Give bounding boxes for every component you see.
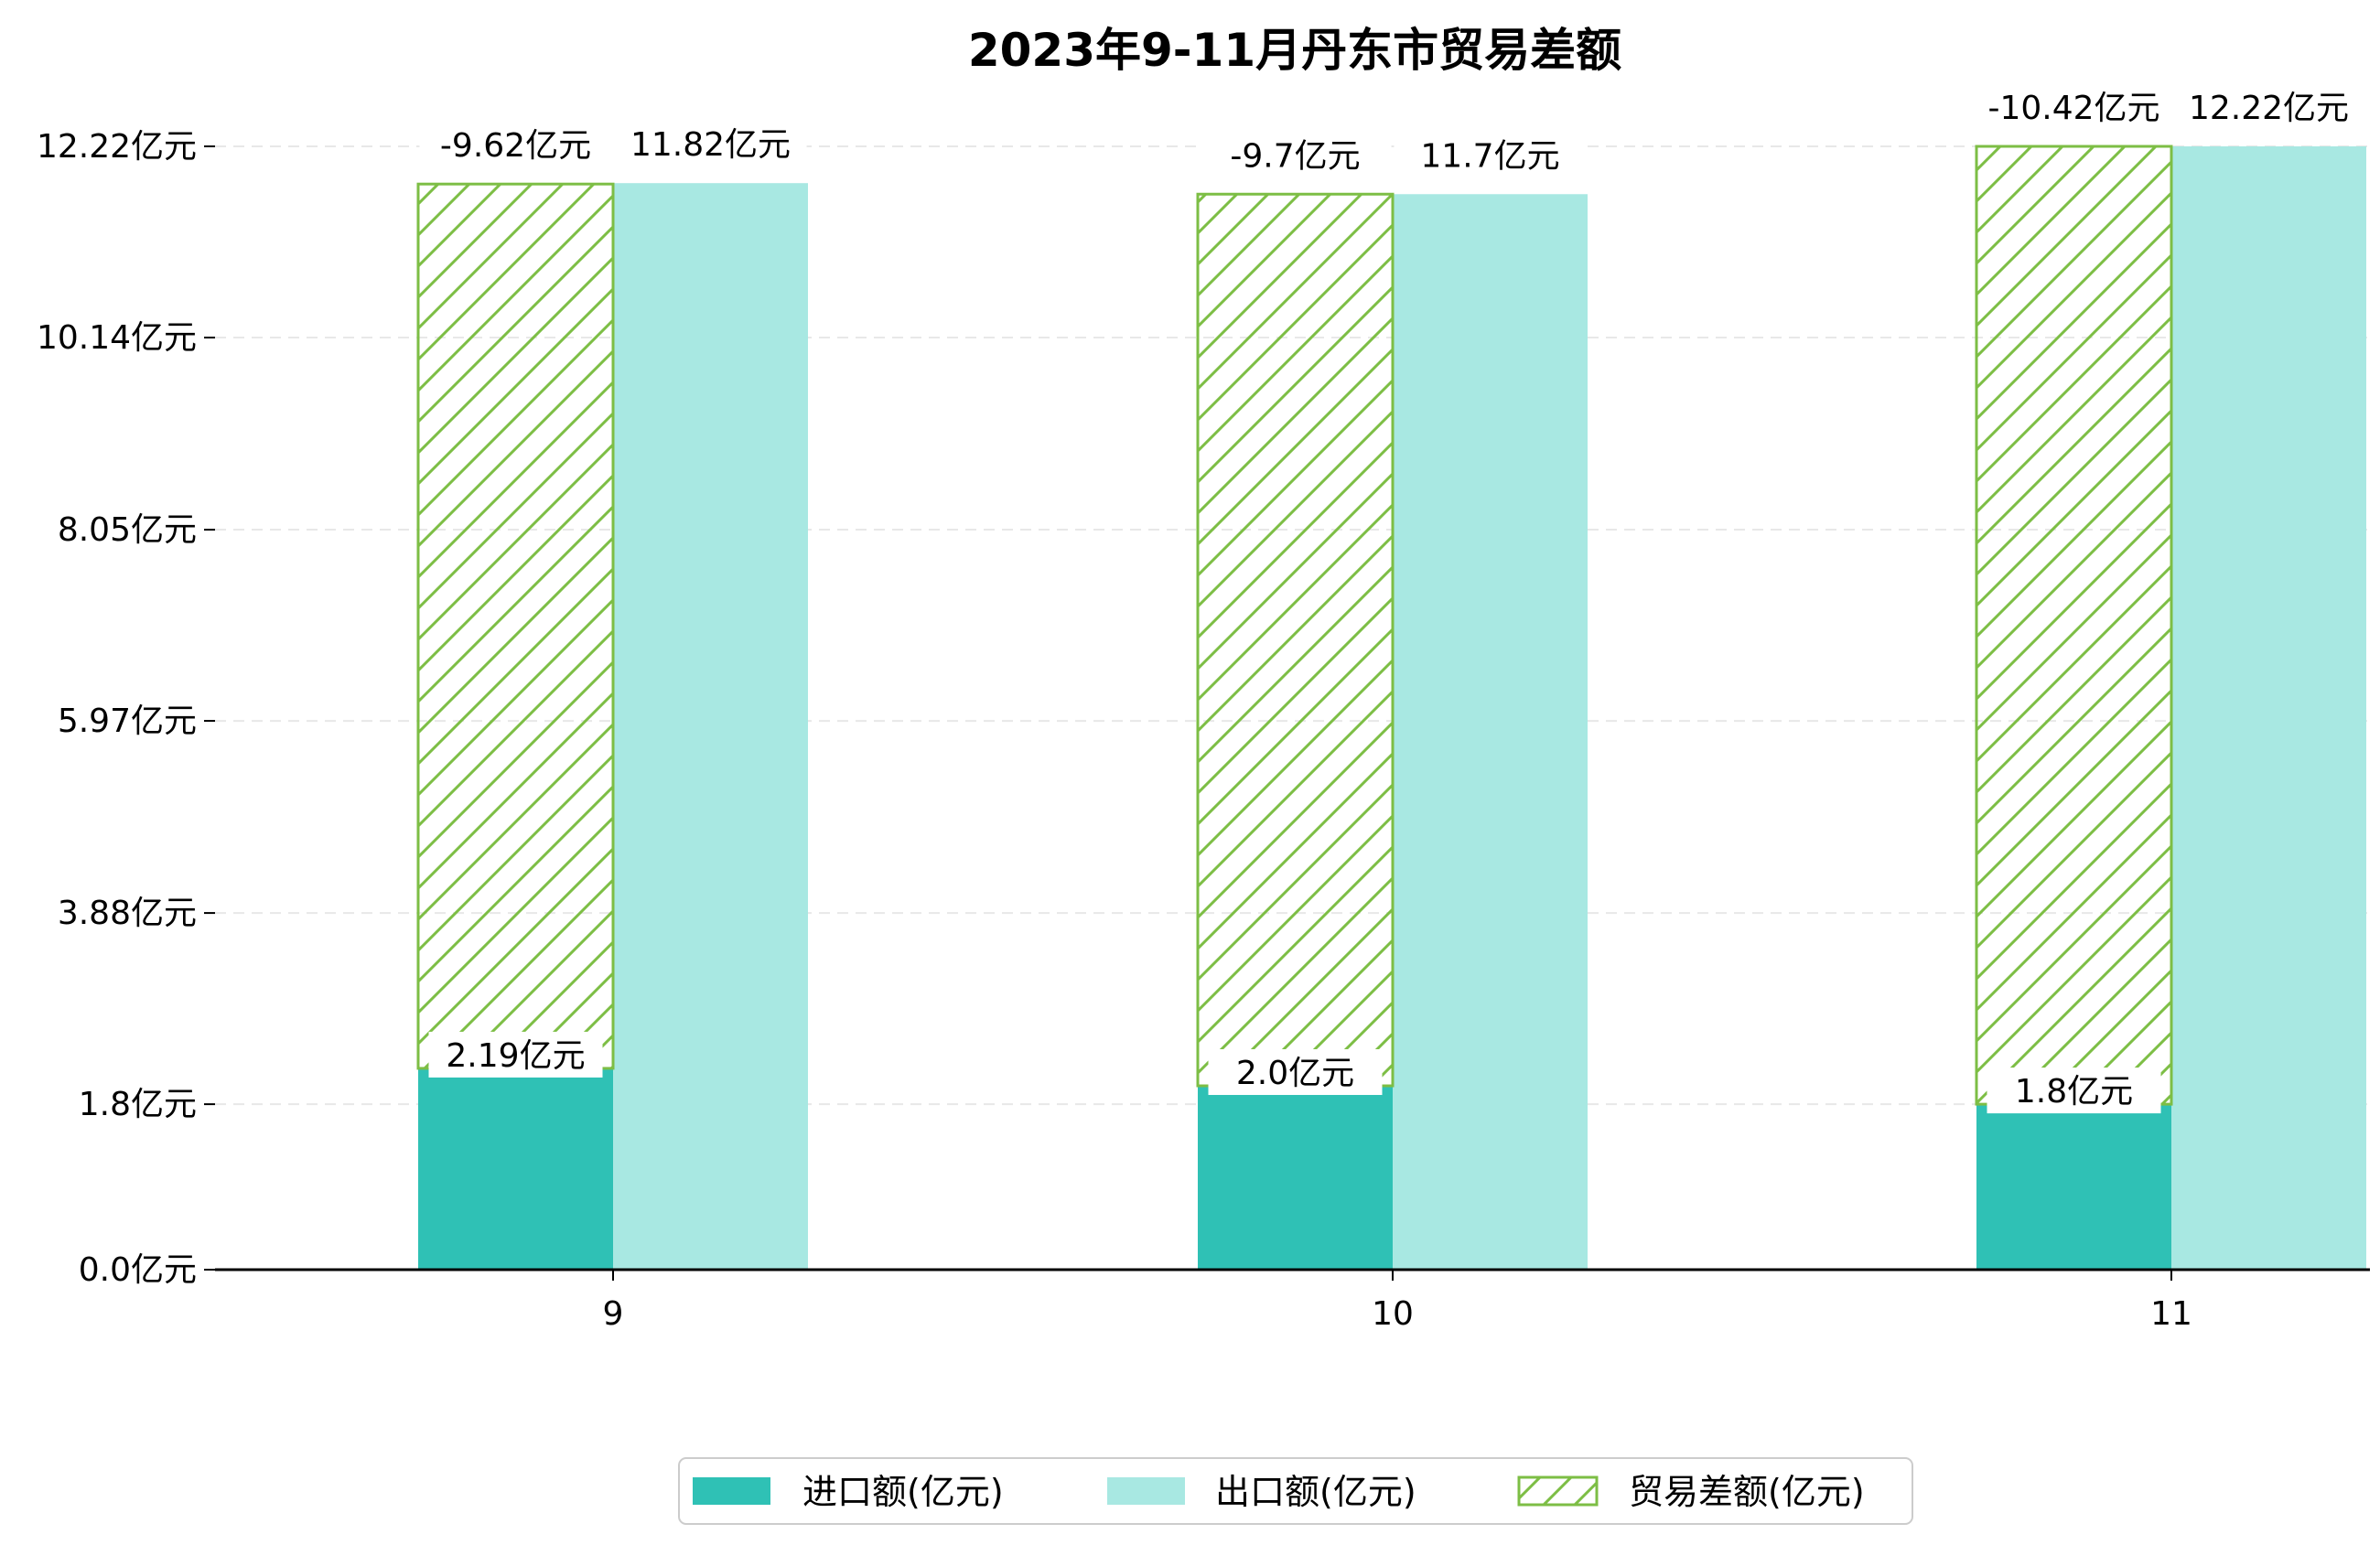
- label-export-11-bg: [2172, 84, 2365, 130]
- label-balance-10: -9.7亿元: [1230, 137, 1360, 175]
- legend-label-2: 贸易差额(亿元): [1629, 1472, 1865, 1512]
- y-tick-label: 12.22亿元: [37, 128, 197, 166]
- label-export-10: 11.7亿元: [1420, 137, 1559, 175]
- x-tick-label: 11: [2150, 1295, 2192, 1333]
- bar-balance-11: [1975, 145, 2173, 1106]
- legend-label-0: 进口额(亿元): [802, 1472, 1004, 1512]
- value-labels: 2.19亿元 11.82亿元 -9.62亿元 2.0亿元 11.7亿元 -9.7亿元 1.8…: [419, 84, 2365, 1114]
- label-balance-10-bg: [1199, 132, 1392, 178]
- label-balance-11: -10.42亿元: [1987, 90, 2159, 127]
- legend-box: [678, 1457, 1913, 1525]
- x-axis: 9 10 11: [215, 1268, 2370, 1333]
- y-tick-label: 5.97亿元: [58, 703, 197, 740]
- label-import-9: 2.19亿元: [446, 1037, 585, 1075]
- label-import-10-bg: [1208, 1049, 1383, 1096]
- x-tick-label: 10: [1372, 1295, 1414, 1333]
- label-balance-9-bg: [419, 122, 612, 168]
- label-import-10: 2.0亿元: [1236, 1055, 1354, 1092]
- y-tick-label: 1.8亿元: [79, 1086, 197, 1123]
- label-import-9-bg: [428, 1031, 603, 1078]
- label-import-11-bg: [1987, 1068, 2161, 1114]
- label-balance-11-bg: [1977, 84, 2170, 130]
- bar-balance-10: [1196, 192, 1395, 1088]
- y-tick-label: 10.14亿元: [37, 319, 197, 357]
- y-axis: 0.0亿元 1.8亿元 3.88亿元 5.97亿元 8.05亿元 10.14亿元 12.22…: [37, 128, 215, 1289]
- bar-export-10: [1393, 194, 1588, 1270]
- bar-export-9: [613, 183, 808, 1270]
- legend: 进口额(亿元) 出口额(亿元) 贸易差额(亿元): [678, 1457, 1913, 1525]
- bar-import-11: [1976, 1104, 2171, 1270]
- chart-title: 2023年9-11月丹东市贸易差额: [968, 24, 1621, 77]
- bar-import-9: [418, 1068, 613, 1270]
- x-tick-label: 9: [603, 1295, 624, 1333]
- y-tick-label: 0.0亿元: [79, 1251, 197, 1289]
- y-tick-label: 3.88亿元: [58, 895, 197, 932]
- label-import-11: 1.8亿元: [2015, 1073, 2133, 1110]
- bar-balance-9: [416, 182, 615, 1070]
- legend-swatch-2: [1517, 1475, 1599, 1507]
- label-balance-9: -9.62亿元: [440, 127, 591, 165]
- bars: [416, 145, 2366, 1270]
- legend-swatch-0: [693, 1477, 770, 1505]
- label-export-9-bg: [614, 121, 807, 167]
- bar-import-10: [1198, 1086, 1393, 1270]
- bar-export-11: [2171, 146, 2366, 1270]
- legend-label-1: 出口额(亿元): [1215, 1472, 1416, 1512]
- label-export-10-bg: [1394, 132, 1587, 178]
- label-export-11: 12.22亿元: [2189, 90, 2349, 127]
- label-export-9: 11.82亿元: [630, 126, 791, 164]
- legend-swatch-1: [1107, 1477, 1185, 1505]
- y-tick-label: 8.05亿元: [58, 511, 197, 549]
